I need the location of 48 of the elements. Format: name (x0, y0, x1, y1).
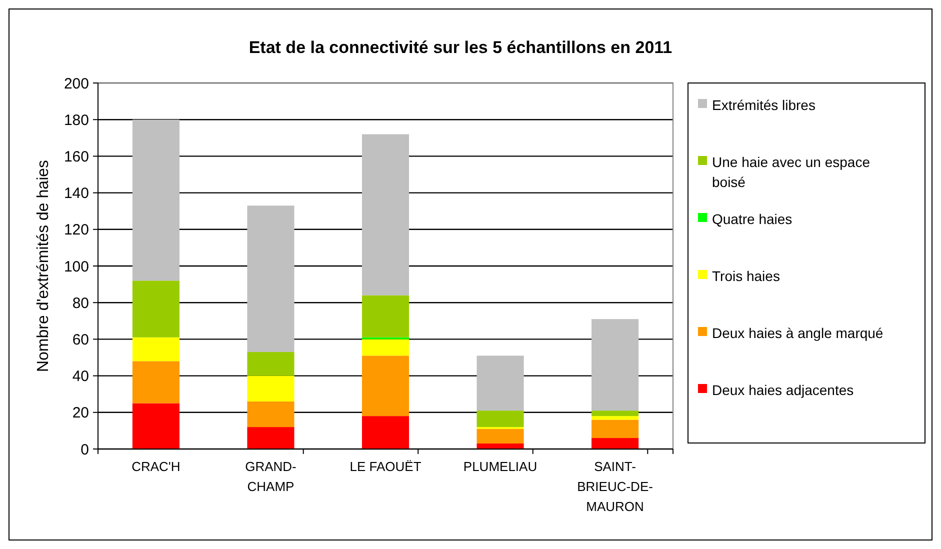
bar (247, 352, 294, 376)
bar (247, 401, 294, 428)
y-tick-label: 180 (64, 112, 89, 129)
y-tick-label: 20 (72, 404, 89, 422)
bar (476, 444, 524, 449)
x-tick-label: CRAC'H (132, 459, 180, 474)
bar (476, 428, 524, 444)
legend-label: Deux haies adjacentes (712, 382, 854, 398)
bar (592, 416, 639, 420)
bar (592, 438, 639, 449)
bar (132, 280, 180, 338)
y-tick-label: 60 (72, 331, 89, 348)
bar (247, 206, 294, 352)
y-tick-label: 120 (64, 222, 89, 239)
legend-label: Trois haies (712, 268, 780, 284)
y-tick-label: 140 (64, 185, 89, 202)
bar (132, 120, 180, 281)
y-tick-label: 80 (72, 294, 89, 312)
x-tick-label: SAINT-BRIEUC-DE-MAURON (577, 459, 653, 514)
bar (132, 403, 180, 449)
bar (362, 356, 410, 416)
y-tick-label: 200 (64, 75, 89, 92)
legend-label: Extrémités libres (712, 96, 816, 113)
x-tick-label: LE FAOUËT (350, 459, 422, 474)
y-axis-title: Nombre d'extrémités de haies (35, 160, 52, 372)
bar (247, 427, 294, 449)
chart-title: Etat de la connectivité sur les 5 échantillons en 2011 (248, 38, 672, 57)
x-tick-label: PLUMELIAU (463, 459, 538, 474)
legend-label: Deux haies à angle marqué (712, 324, 884, 341)
y-tick-label: 0 (80, 441, 89, 458)
bar (362, 295, 410, 338)
bar (592, 420, 639, 438)
bar (362, 339, 410, 356)
y-tick-label: 40 (72, 368, 89, 386)
legend-label: Une haie avec un espace boisé (712, 154, 870, 190)
y-tick-label: 100 (64, 258, 89, 276)
bar (476, 356, 524, 411)
x-tick-label: GRAND-CHAMP (245, 459, 296, 494)
bar (247, 376, 294, 402)
bar (592, 410, 639, 416)
bar (362, 134, 410, 296)
y-tick-label: 160 (64, 148, 89, 166)
bar (592, 319, 639, 411)
bar (132, 337, 180, 362)
legend-label: Quatre haies (712, 210, 792, 227)
bar (476, 410, 524, 428)
bar (362, 416, 410, 449)
bar (132, 361, 180, 404)
